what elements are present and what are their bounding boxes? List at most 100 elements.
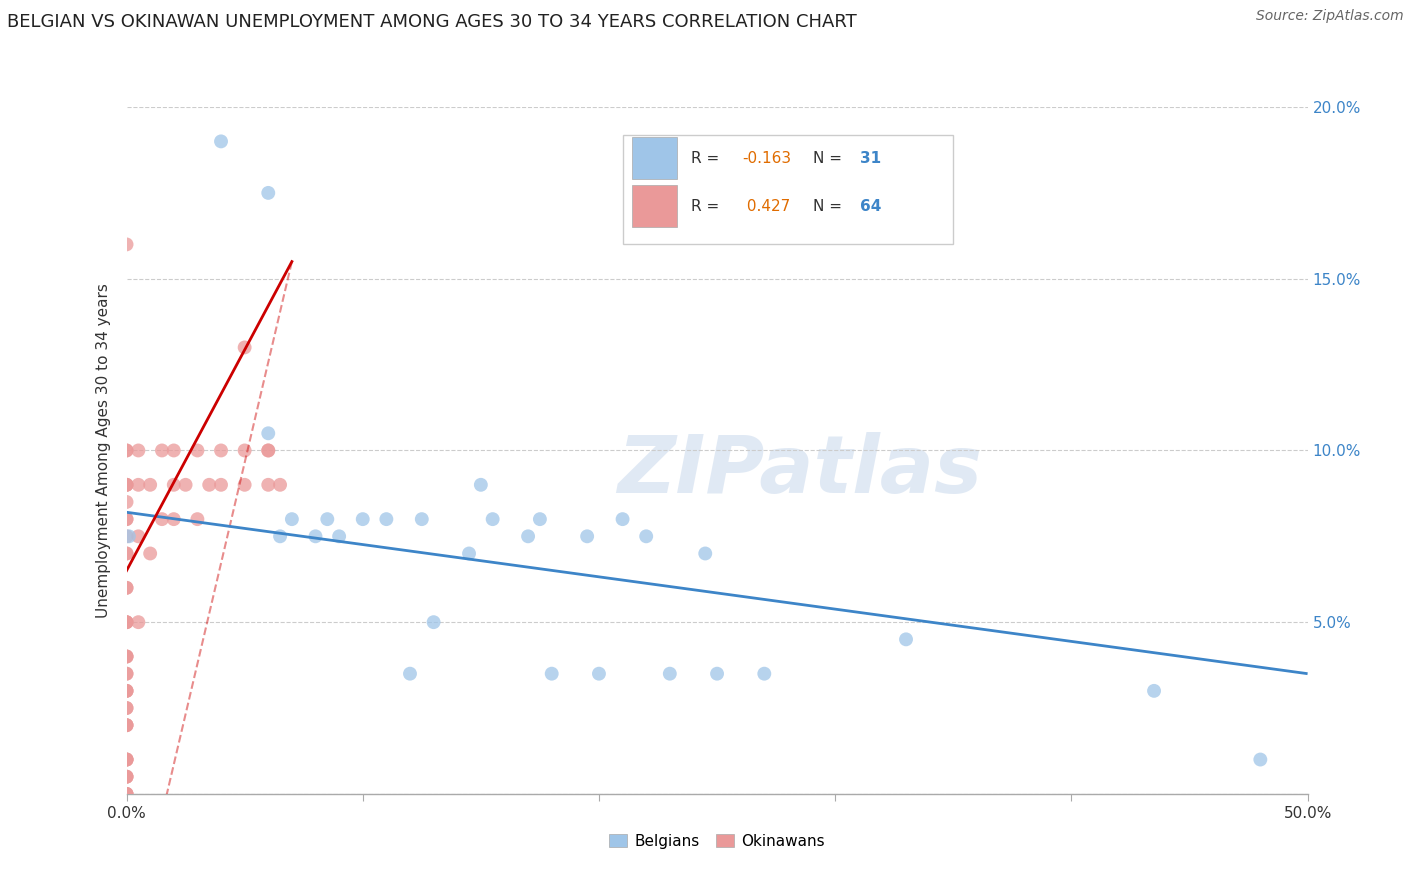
Point — [186, 512, 208, 526]
Point — [115, 752, 138, 766]
FancyBboxPatch shape — [633, 137, 676, 179]
Point — [115, 581, 138, 595]
Point — [115, 666, 138, 681]
Point — [269, 529, 291, 543]
Text: 0.427: 0.427 — [742, 199, 790, 214]
Point — [1249, 752, 1271, 766]
FancyBboxPatch shape — [623, 135, 953, 244]
Point — [658, 666, 681, 681]
Point — [257, 443, 280, 458]
Point — [209, 478, 232, 492]
Point — [115, 615, 138, 630]
Text: ZIPatlas: ZIPatlas — [617, 432, 983, 510]
Point — [115, 666, 138, 681]
Text: N =: N = — [813, 151, 846, 166]
Point — [540, 666, 562, 681]
Point — [209, 443, 232, 458]
Point — [115, 649, 138, 664]
Point — [588, 666, 610, 681]
Point — [458, 546, 481, 561]
Point — [375, 512, 398, 526]
Point — [127, 443, 149, 458]
Text: N =: N = — [813, 199, 846, 214]
Point — [209, 134, 232, 148]
Point — [399, 666, 422, 681]
Point — [115, 546, 138, 561]
Point — [636, 529, 658, 543]
Point — [163, 512, 186, 526]
Point — [695, 546, 717, 561]
Point — [115, 683, 138, 698]
Point — [115, 546, 138, 561]
Point — [115, 718, 138, 732]
Point — [115, 615, 138, 630]
Point — [269, 478, 291, 492]
Text: Source: ZipAtlas.com: Source: ZipAtlas.com — [1256, 9, 1403, 23]
Point — [115, 718, 138, 732]
Point — [233, 340, 256, 354]
Point — [328, 529, 350, 543]
Point — [257, 186, 280, 200]
Point — [115, 649, 138, 664]
Point — [174, 478, 197, 492]
Text: -0.163: -0.163 — [742, 151, 792, 166]
Point — [115, 787, 138, 801]
Point — [115, 718, 138, 732]
Point — [139, 546, 162, 561]
Legend: Belgians, Okinawans: Belgians, Okinawans — [603, 828, 831, 855]
Point — [281, 512, 304, 526]
Point — [127, 615, 149, 630]
Text: 64: 64 — [860, 199, 882, 214]
Point — [304, 529, 326, 543]
Text: R =: R = — [692, 199, 724, 214]
Point — [1143, 683, 1166, 698]
Point — [115, 770, 138, 784]
Point — [186, 443, 208, 458]
Point — [115, 478, 138, 492]
Point — [127, 529, 149, 543]
FancyBboxPatch shape — [633, 186, 676, 227]
Point — [233, 443, 256, 458]
Point — [470, 478, 492, 492]
Point — [115, 770, 138, 784]
Text: 31: 31 — [860, 151, 882, 166]
Point — [115, 581, 138, 595]
Point — [115, 701, 138, 715]
Point — [115, 752, 138, 766]
Point — [115, 752, 138, 766]
Point — [118, 529, 141, 543]
Point — [115, 683, 138, 698]
Point — [517, 529, 540, 543]
Point — [198, 478, 221, 492]
Point — [150, 443, 173, 458]
Point — [257, 443, 280, 458]
Point — [754, 666, 776, 681]
Point — [115, 443, 138, 458]
Point — [233, 478, 256, 492]
Point — [115, 752, 138, 766]
Point — [115, 495, 138, 509]
Point — [115, 683, 138, 698]
Point — [612, 512, 634, 526]
Point — [150, 512, 173, 526]
Point — [706, 666, 728, 681]
Point — [115, 237, 138, 252]
Point — [115, 787, 138, 801]
Point — [257, 426, 280, 441]
Point — [115, 529, 138, 543]
Point — [894, 632, 917, 647]
Point — [576, 529, 599, 543]
Y-axis label: Unemployment Among Ages 30 to 34 years: Unemployment Among Ages 30 to 34 years — [96, 283, 111, 618]
Point — [163, 478, 186, 492]
Point — [115, 478, 138, 492]
Point — [115, 770, 138, 784]
Point — [115, 512, 138, 526]
Point — [115, 649, 138, 664]
Point — [529, 512, 551, 526]
Point — [139, 478, 162, 492]
Point — [411, 512, 433, 526]
Point — [163, 443, 186, 458]
Point — [115, 478, 138, 492]
Text: BELGIAN VS OKINAWAN UNEMPLOYMENT AMONG AGES 30 TO 34 YEARS CORRELATION CHART: BELGIAN VS OKINAWAN UNEMPLOYMENT AMONG A… — [7, 13, 856, 31]
Point — [422, 615, 444, 630]
